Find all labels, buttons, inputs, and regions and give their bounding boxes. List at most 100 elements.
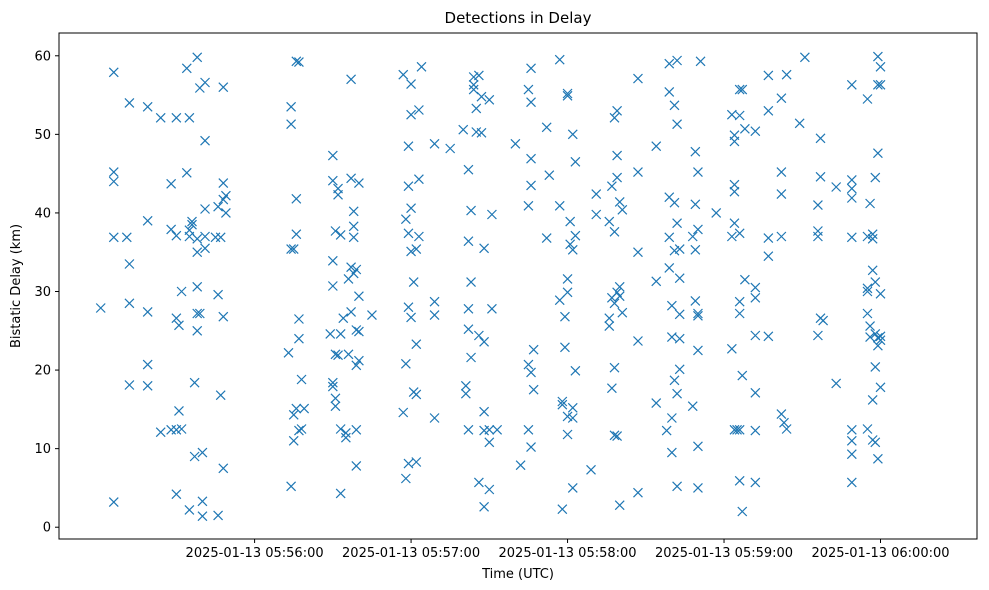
data-point xyxy=(763,70,774,81)
data-point xyxy=(664,263,675,273)
data-point xyxy=(486,209,497,220)
data-point xyxy=(612,431,623,441)
data-point xyxy=(327,377,338,388)
data-point xyxy=(351,424,362,435)
data-point xyxy=(184,505,195,515)
data-point xyxy=(184,112,195,123)
data-point xyxy=(463,424,474,435)
data-point xyxy=(294,425,304,436)
data-point xyxy=(815,133,826,144)
data-point xyxy=(776,409,787,419)
data-point xyxy=(846,193,857,203)
data-point xyxy=(468,79,479,90)
data-point xyxy=(220,208,231,218)
x-tick-label: 2025-01-13 06:00:00 xyxy=(811,546,949,561)
data-point xyxy=(570,156,581,167)
data-point xyxy=(346,307,357,317)
data-point xyxy=(750,292,761,303)
data-point xyxy=(108,167,119,177)
data-point xyxy=(867,395,878,405)
data-point xyxy=(330,226,341,236)
data-point xyxy=(220,190,231,201)
data-point xyxy=(726,231,737,242)
data-point xyxy=(155,112,166,123)
data-point xyxy=(286,101,297,112)
data-point xyxy=(124,259,135,269)
data-point xyxy=(184,231,195,242)
data-point xyxy=(187,216,197,227)
data-point xyxy=(411,339,422,350)
data-point xyxy=(633,73,643,84)
data-point xyxy=(567,483,578,493)
data-point xyxy=(541,122,552,133)
data-point xyxy=(846,79,857,90)
data-point xyxy=(870,362,881,372)
data-point xyxy=(862,94,873,104)
data-point xyxy=(794,118,805,129)
data-point xyxy=(750,477,761,488)
data-point xyxy=(194,308,205,319)
data-point xyxy=(818,315,829,326)
data-point xyxy=(666,332,677,342)
data-point xyxy=(294,314,304,324)
data-point xyxy=(142,359,153,370)
data-point xyxy=(406,246,416,257)
data-point xyxy=(776,167,787,177)
data-point xyxy=(124,298,135,309)
data-point xyxy=(288,244,299,254)
data-point xyxy=(812,330,823,341)
data-point xyxy=(666,413,677,423)
y-tick-label: 10 xyxy=(34,442,51,457)
data-point xyxy=(562,429,573,440)
data-point xyxy=(108,176,119,187)
data-point xyxy=(445,143,456,154)
data-point xyxy=(403,302,414,313)
data-point xyxy=(351,461,362,471)
x-tick-label: 2025-01-13 05:59:00 xyxy=(655,546,793,561)
data-point xyxy=(562,287,573,298)
data-point xyxy=(846,183,857,194)
data-point xyxy=(411,389,422,400)
data-point xyxy=(872,453,883,464)
data-point xyxy=(633,247,643,258)
data-point xyxy=(672,388,683,399)
data-point xyxy=(693,483,703,493)
data-point xyxy=(674,309,685,320)
data-point xyxy=(669,197,680,208)
data-point xyxy=(479,243,490,254)
data-point xyxy=(750,387,761,398)
data-point xyxy=(213,510,224,521)
data-point xyxy=(750,330,761,341)
data-point xyxy=(466,205,476,216)
data-point xyxy=(192,308,203,319)
data-point xyxy=(286,244,297,254)
data-point xyxy=(617,204,628,215)
y-tick-label: 30 xyxy=(34,285,51,300)
data-point xyxy=(567,413,578,423)
data-point xyxy=(732,424,742,435)
data-point xyxy=(406,109,416,120)
data-point xyxy=(181,167,192,178)
data-point xyxy=(867,229,878,240)
data-point xyxy=(353,178,364,188)
data-point xyxy=(565,216,576,227)
data-point xyxy=(651,398,662,408)
data-point xyxy=(862,283,873,294)
data-point xyxy=(200,135,210,146)
data-point xyxy=(726,109,737,120)
data-point xyxy=(846,477,857,488)
data-point xyxy=(875,335,886,346)
data-point xyxy=(351,360,362,371)
data-point xyxy=(400,214,411,225)
data-point xyxy=(776,93,787,104)
data-point xyxy=(171,112,182,123)
data-point xyxy=(187,219,197,230)
data-point xyxy=(429,413,440,423)
data-point xyxy=(567,244,578,255)
data-point xyxy=(674,273,685,284)
data-point xyxy=(296,424,307,434)
plot-marks xyxy=(95,51,886,522)
data-point xyxy=(523,200,534,211)
data-point xyxy=(479,336,490,347)
data-point xyxy=(479,406,490,417)
